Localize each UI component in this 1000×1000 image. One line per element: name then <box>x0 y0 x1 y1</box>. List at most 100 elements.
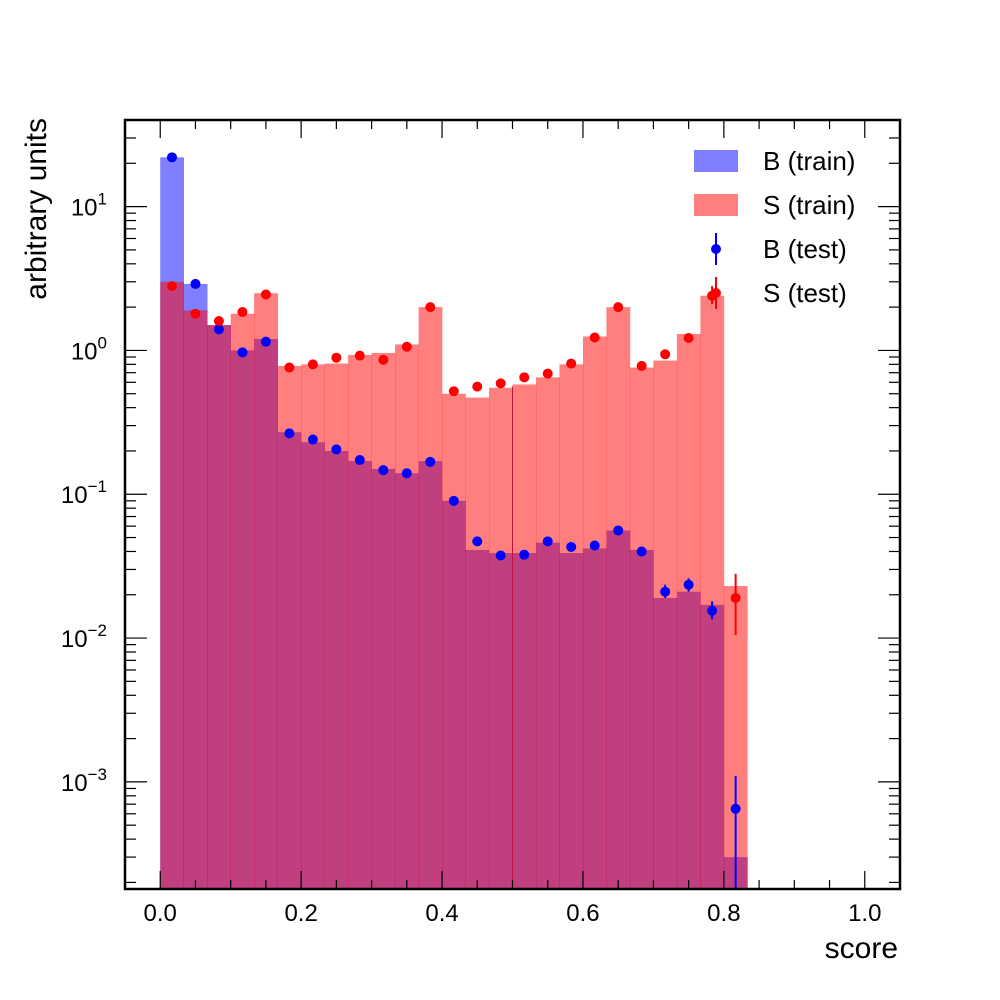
histogram-bar <box>348 354 372 889</box>
legend-swatch <box>694 194 738 216</box>
data-point <box>589 540 600 551</box>
x-tick-label: 0.2 <box>284 900 317 927</box>
data-point <box>519 372 530 383</box>
y-axis-label: arbitrary units <box>20 118 53 300</box>
legend-entry: B (train) <box>694 146 855 176</box>
y-tick-label: 101 <box>71 190 107 222</box>
y-tick-exponent: −1 <box>88 477 107 496</box>
histogram-bar <box>676 334 701 889</box>
svg-text:101: 101 <box>71 190 107 222</box>
data-point <box>495 378 506 389</box>
data-point <box>237 347 248 358</box>
y-tick-base: 10 <box>61 482 88 509</box>
histogram-bar <box>700 295 725 889</box>
data-point <box>730 592 741 603</box>
data-point <box>260 336 271 347</box>
data-point <box>730 803 741 814</box>
data-point <box>495 550 506 561</box>
y-tick-label: 10−2 <box>61 621 107 653</box>
data-point <box>166 152 177 163</box>
y-tick-exponent: −2 <box>88 621 107 640</box>
data-point <box>213 324 224 335</box>
data-point <box>237 306 248 317</box>
legend: B (train) S (train) B (test) S (test) <box>694 146 855 309</box>
histogram-bar <box>489 387 513 889</box>
data-point <box>707 605 718 616</box>
legend-entry: B (test) <box>711 233 847 265</box>
data-point <box>448 386 459 397</box>
y-tick-label: 10−3 <box>61 765 107 797</box>
x-tick-label: 0.6 <box>566 900 599 927</box>
data-point <box>660 586 671 597</box>
data-point <box>566 541 577 552</box>
y-tick-base: 10 <box>61 626 88 653</box>
data-point <box>636 360 647 371</box>
y-tick-exponent: 0 <box>98 333 107 352</box>
data-point <box>307 434 318 445</box>
data-point <box>260 289 271 300</box>
data-point <box>683 332 694 343</box>
histogram-bar <box>324 363 349 889</box>
y-tick-base: 10 <box>61 770 88 797</box>
histogram-bar <box>559 364 584 889</box>
data-point <box>331 352 342 363</box>
data-point <box>354 350 365 361</box>
data-point <box>213 316 224 327</box>
legend-entry: S (train) <box>694 190 855 220</box>
data-point <box>284 362 295 373</box>
histogram-bar <box>395 344 419 889</box>
legend-label: S (test) <box>763 278 847 308</box>
histogram-bar <box>160 281 184 889</box>
data-point <box>519 549 530 560</box>
histogram-bar <box>582 336 607 889</box>
histogram-bar <box>606 307 631 889</box>
x-axis-label: score <box>825 932 898 965</box>
legend-marker <box>711 288 721 298</box>
histogram-bar <box>301 364 325 889</box>
data-point <box>425 302 436 313</box>
data-point <box>190 308 201 319</box>
legend-entry: S (test) <box>711 277 847 309</box>
histogram-bar <box>535 377 560 889</box>
plot-area <box>160 152 748 889</box>
y-tick-exponent: −3 <box>88 765 107 784</box>
svg-text:100: 100 <box>71 333 107 365</box>
data-point <box>166 281 177 292</box>
y-tick-label: 100 <box>71 333 107 365</box>
x-tick-label: 0.8 <box>707 900 740 927</box>
data-point <box>401 341 412 352</box>
y-tick-base: 10 <box>71 195 98 222</box>
legend-label: B (test) <box>763 234 847 264</box>
legend-marker <box>711 244 721 254</box>
data-point <box>542 368 553 379</box>
histogram-bar <box>207 325 231 889</box>
histogram-bar <box>465 397 490 889</box>
data-point <box>472 536 483 547</box>
data-point <box>401 468 412 479</box>
histogram-bar <box>442 393 466 889</box>
histogram-bar <box>629 367 654 889</box>
series-s-train- <box>160 281 748 889</box>
data-point <box>307 359 318 370</box>
svg-text:10−3: 10−3 <box>61 765 107 797</box>
data-point <box>354 455 365 466</box>
y-tick-base: 10 <box>71 338 98 365</box>
data-point <box>378 465 389 476</box>
histogram-bar <box>653 360 678 889</box>
y-tick-exponent: 1 <box>98 190 107 209</box>
legend-label: B (train) <box>763 146 855 176</box>
data-point <box>613 302 624 313</box>
histogram-bar <box>512 384 537 889</box>
histogram-bar <box>183 310 208 889</box>
histogram-bar <box>723 586 748 889</box>
legend-label: S (train) <box>763 190 855 220</box>
histogram-bar <box>418 307 443 889</box>
x-tick-label: 0.4 <box>425 900 458 927</box>
data-point <box>589 332 600 343</box>
x-tick-label: 0.0 <box>144 900 177 927</box>
data-point <box>613 525 624 536</box>
data-point <box>284 428 295 439</box>
y-tick-label: 10−1 <box>61 477 107 509</box>
